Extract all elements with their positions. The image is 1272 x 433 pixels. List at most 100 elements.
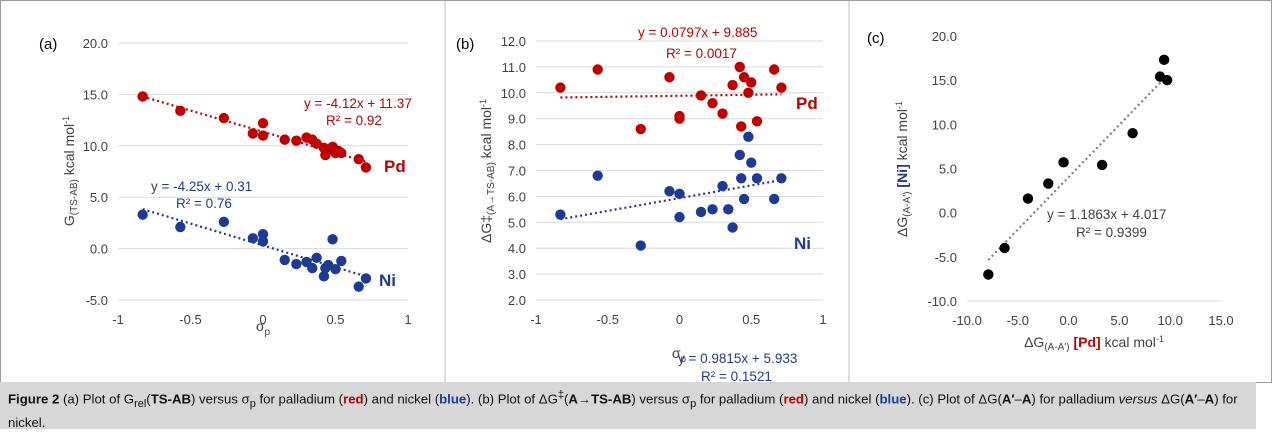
y-axis-title-part: ΔG‡ bbox=[478, 215, 494, 243]
data-point-pd bbox=[738, 72, 750, 83]
caption-text: ) and nickel ( bbox=[363, 391, 440, 407]
panel-label: (c) bbox=[867, 30, 885, 47]
x-tick-label: -10.0 bbox=[952, 313, 982, 328]
data-point-pd bbox=[734, 61, 745, 73]
x-tick-label: -5.0 bbox=[1007, 313, 1029, 328]
data-point-pd bbox=[257, 130, 269, 141]
data-point-ni bbox=[635, 240, 646, 251]
data-point-ni bbox=[307, 262, 318, 274]
caption-text: ( bbox=[146, 391, 151, 407]
caption-text: (a) Plot of G bbox=[59, 391, 135, 407]
x-tick-label: 5.0 bbox=[1110, 313, 1128, 328]
data-point-pd bbox=[336, 147, 347, 159]
x-tick-label: -1 bbox=[530, 312, 542, 327]
data-point-ni bbox=[695, 206, 707, 218]
data-point-pd bbox=[664, 72, 675, 83]
data-point-pd bbox=[247, 128, 259, 139]
caption-figure-label: Figure 2 bbox=[8, 391, 60, 407]
trend-equation: y = 0.9815x + 5.933 bbox=[678, 351, 797, 366]
y-axis-title-part: kcal mol bbox=[478, 107, 494, 162]
trend-r2: R² = 0.0017 bbox=[666, 46, 737, 61]
figure-caption: Figure 2 (a) Plot of Grel(TS-AB) versus … bbox=[0, 382, 1256, 430]
y-axis-title-part: ΔG bbox=[894, 217, 910, 237]
x-tick-label: 0 bbox=[676, 312, 683, 327]
y-axis-title-part: -1 bbox=[61, 116, 71, 124]
data-point-ni bbox=[311, 252, 322, 264]
data-point-pd bbox=[674, 110, 685, 122]
y-tick-label: 8.0 bbox=[508, 138, 526, 153]
data-point-ni bbox=[723, 204, 734, 215]
data-point-ni bbox=[353, 281, 364, 292]
data-point-pd bbox=[592, 64, 603, 75]
caption-text: rel bbox=[134, 398, 147, 411]
caption-text: ) for palladium bbox=[1031, 391, 1119, 407]
data-point-pd bbox=[291, 135, 302, 146]
caption-bold: A bbox=[1021, 391, 1032, 407]
trend-r2: R² = 0.1521 bbox=[701, 369, 772, 382]
data-point-ni bbox=[674, 188, 685, 200]
data-point-ni bbox=[674, 211, 685, 223]
data-point-ni bbox=[734, 149, 745, 161]
x-axis-title: σp bbox=[672, 345, 687, 365]
caption-text: ΔG( bbox=[1157, 391, 1185, 407]
x-tick-label: 15.0 bbox=[1208, 313, 1233, 328]
x-tick-label: -1 bbox=[112, 312, 124, 327]
x-axis-title-part: p bbox=[265, 327, 271, 338]
caption-text: p bbox=[690, 398, 697, 411]
chart-panel-a: (a) -5.0 0.0 5.0 10.0 15.0 20.0 -1 -0.5 0 0.5 1 y = … bbox=[39, 36, 412, 338]
data-point-ni bbox=[330, 263, 341, 275]
caption-bold: A bbox=[1204, 391, 1215, 407]
y-axis-title-part: [Ni] bbox=[894, 164, 910, 191]
caption-text: p bbox=[249, 398, 256, 411]
y-tick-label: 4.0 bbox=[508, 241, 526, 256]
data-point-ni bbox=[751, 173, 763, 184]
y-axis-title-part: kcal mol bbox=[894, 109, 910, 164]
data-point-data bbox=[1022, 193, 1034, 204]
trendline-pd bbox=[560, 93, 782, 99]
data-point-pd bbox=[769, 64, 780, 75]
y-tick-label: 6.0 bbox=[508, 189, 526, 204]
x-axis-title-part: (A-A') bbox=[1044, 342, 1069, 353]
data-point-pd bbox=[727, 79, 738, 91]
data-point-pd bbox=[736, 121, 747, 132]
data-point-ni bbox=[776, 173, 787, 184]
y-tick-label: 20.0 bbox=[83, 36, 108, 51]
x-axis-title-part: -1 bbox=[1156, 334, 1164, 344]
y-axis-title-part: kcal mol bbox=[61, 124, 77, 179]
data-point-pd bbox=[751, 116, 763, 127]
y-tick-label: 10.0 bbox=[932, 117, 957, 132]
data-point-ni bbox=[736, 173, 747, 184]
data-point-ni bbox=[707, 204, 718, 215]
caption-blue: blue bbox=[879, 391, 907, 407]
caption-text: ) and nickel ( bbox=[803, 391, 880, 407]
caption-blue: blue bbox=[439, 391, 467, 407]
data-point-ni bbox=[360, 273, 372, 284]
data-point-ni bbox=[592, 170, 603, 181]
y-axis-title-part: (TS-AB) bbox=[69, 179, 80, 215]
data-point-ni bbox=[291, 258, 302, 270]
caption-text: for palladium ( bbox=[696, 391, 784, 407]
caption-bold: TS-AB bbox=[150, 391, 191, 407]
data-point-ni bbox=[717, 180, 728, 192]
x-tick-label: 1 bbox=[819, 312, 826, 327]
data-point-ni bbox=[738, 193, 750, 205]
y-tick-label: 11.0 bbox=[502, 60, 526, 75]
data-point-ni bbox=[318, 271, 330, 282]
x-tick-label: 0 bbox=[259, 312, 266, 327]
y-tick-label: 5.0 bbox=[939, 162, 957, 177]
caption-bold: A′ bbox=[1001, 391, 1015, 407]
caption-text: ). (b) Plot of ΔG bbox=[466, 391, 558, 407]
data-point-pd bbox=[137, 91, 148, 102]
trend-r2: R² = 0.76 bbox=[176, 196, 232, 211]
caption-bold: TS-AB bbox=[591, 391, 632, 407]
data-point-data bbox=[1127, 127, 1138, 139]
y-tick-label: 12.0 bbox=[501, 34, 526, 49]
data-point-ni bbox=[257, 229, 269, 240]
series-label-pd: Pd bbox=[384, 157, 406, 176]
caption-text: ) for nickel. bbox=[8, 391, 1238, 430]
y-tick-label: -10.0 bbox=[927, 294, 957, 309]
data-point-ni bbox=[137, 209, 148, 220]
x-axis-title-part: σ bbox=[256, 318, 265, 334]
data-point-ni bbox=[336, 255, 347, 267]
y-tick-label: 9.0 bbox=[508, 112, 526, 127]
